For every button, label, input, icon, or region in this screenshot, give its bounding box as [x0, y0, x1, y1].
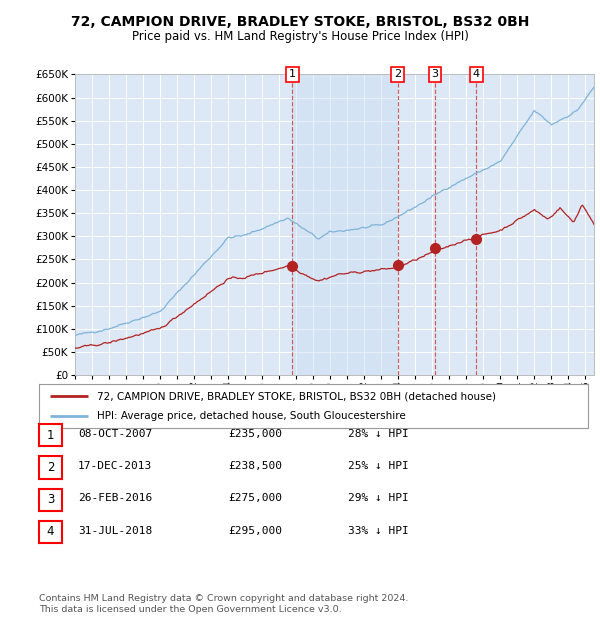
Text: 2: 2	[47, 461, 54, 474]
Text: £275,000: £275,000	[228, 494, 282, 503]
Text: Contains HM Land Registry data © Crown copyright and database right 2024.: Contains HM Land Registry data © Crown c…	[39, 593, 409, 603]
Text: 3: 3	[431, 69, 439, 79]
Text: 72, CAMPION DRIVE, BRADLEY STOKE, BRISTOL, BS32 0BH: 72, CAMPION DRIVE, BRADLEY STOKE, BRISTO…	[71, 16, 529, 30]
Text: 29% ↓ HPI: 29% ↓ HPI	[348, 494, 409, 503]
Text: 4: 4	[473, 69, 480, 79]
Text: 72, CAMPION DRIVE, BRADLEY STOKE, BRISTOL, BS32 0BH (detached house): 72, CAMPION DRIVE, BRADLEY STOKE, BRISTO…	[97, 391, 496, 401]
Text: Price paid vs. HM Land Registry's House Price Index (HPI): Price paid vs. HM Land Registry's House …	[131, 30, 469, 43]
Text: HPI: Average price, detached house, South Gloucestershire: HPI: Average price, detached house, Sout…	[97, 411, 406, 421]
Text: 31-JUL-2018: 31-JUL-2018	[78, 526, 152, 536]
Text: £238,500: £238,500	[228, 461, 282, 471]
Text: 17-DEC-2013: 17-DEC-2013	[78, 461, 152, 471]
Text: This data is licensed under the Open Government Licence v3.0.: This data is licensed under the Open Gov…	[39, 604, 341, 614]
Text: £295,000: £295,000	[228, 526, 282, 536]
Text: 4: 4	[47, 526, 54, 538]
Text: 08-OCT-2007: 08-OCT-2007	[78, 429, 152, 439]
Text: 33% ↓ HPI: 33% ↓ HPI	[348, 526, 409, 536]
Text: 2: 2	[394, 69, 401, 79]
Text: £235,000: £235,000	[228, 429, 282, 439]
Text: 1: 1	[47, 429, 54, 441]
Text: 3: 3	[47, 494, 54, 506]
Text: 28% ↓ HPI: 28% ↓ HPI	[348, 429, 409, 439]
Text: 26-FEB-2016: 26-FEB-2016	[78, 494, 152, 503]
Text: 25% ↓ HPI: 25% ↓ HPI	[348, 461, 409, 471]
Text: 1: 1	[289, 69, 296, 79]
Bar	[292, 74, 398, 375]
